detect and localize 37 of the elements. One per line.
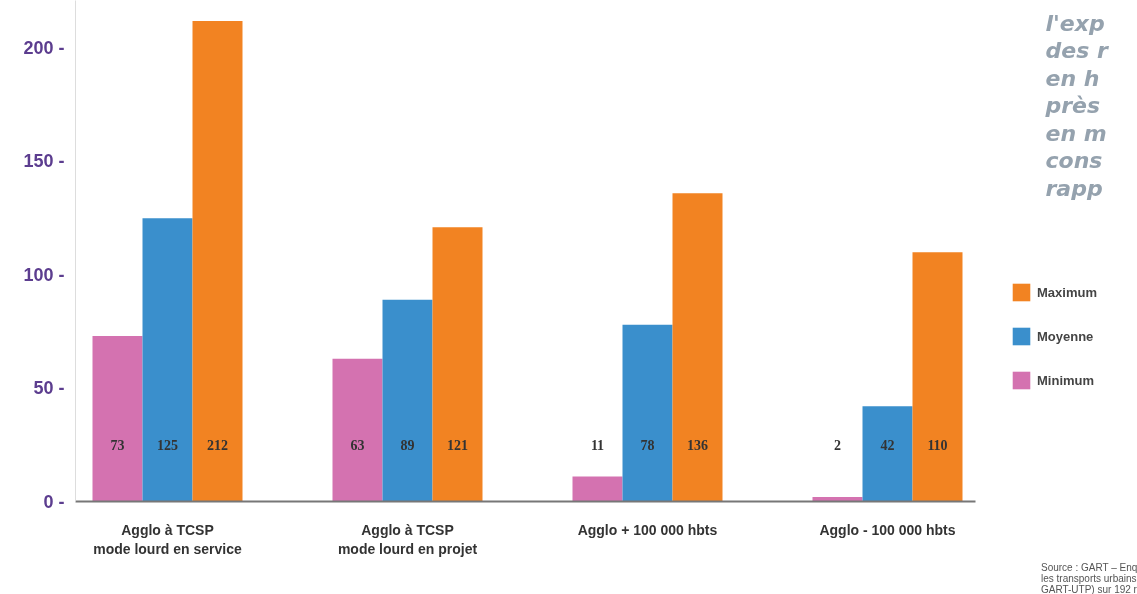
bar bbox=[432, 227, 483, 502]
data-label: 121 bbox=[447, 437, 468, 453]
y-tick-label: 100 - bbox=[23, 264, 65, 285]
bar bbox=[622, 324, 673, 502]
text: l'exp des r en h près en m cons rapp bbox=[1044, 10, 1109, 201]
data-label: 63 bbox=[350, 437, 365, 453]
bar bbox=[192, 20, 243, 502]
data-label: 89 bbox=[400, 437, 415, 453]
bar bbox=[862, 406, 913, 502]
x-tick-label: Agglo à TCSP mode lourd en service bbox=[93, 521, 243, 557]
bar bbox=[142, 218, 193, 502]
y-tick-label: 200 - bbox=[23, 38, 65, 59]
source-note: Source : GART – Enq les transports urbains GART-UTP) sur 192 r bbox=[1040, 561, 1137, 594]
data-label: 2 bbox=[834, 437, 841, 453]
data-label: 110 bbox=[927, 437, 948, 453]
y-tick-label: 150 - bbox=[23, 151, 65, 172]
x-tick-label: Agglo + 100 000 hbts bbox=[577, 521, 718, 538]
x-tick-label: Agglo - 100 000 hbts bbox=[819, 521, 956, 538]
data-label: 11 bbox=[590, 437, 605, 453]
bar bbox=[382, 299, 433, 502]
legend-label: Minimum bbox=[1037, 372, 1095, 388]
data-label: 136 bbox=[687, 437, 708, 453]
x-tick-label: Agglo à TCSP mode lourd en projet bbox=[337, 521, 478, 557]
bar bbox=[672, 193, 723, 502]
data-label: 42 bbox=[880, 437, 895, 453]
data-label: 125 bbox=[157, 437, 178, 453]
bar bbox=[332, 358, 383, 502]
data-label: 212 bbox=[207, 437, 228, 453]
y-tick-label: 0 - bbox=[43, 491, 65, 512]
legend-label: Moyenne bbox=[1037, 328, 1094, 344]
data-label: 78 bbox=[640, 437, 655, 453]
y-tick-label: 50 - bbox=[33, 378, 65, 399]
legend-label: Maximum bbox=[1037, 284, 1097, 300]
bar bbox=[92, 336, 143, 502]
bar bbox=[912, 252, 963, 502]
bar bbox=[572, 476, 623, 502]
data-label: 73 bbox=[110, 437, 125, 453]
